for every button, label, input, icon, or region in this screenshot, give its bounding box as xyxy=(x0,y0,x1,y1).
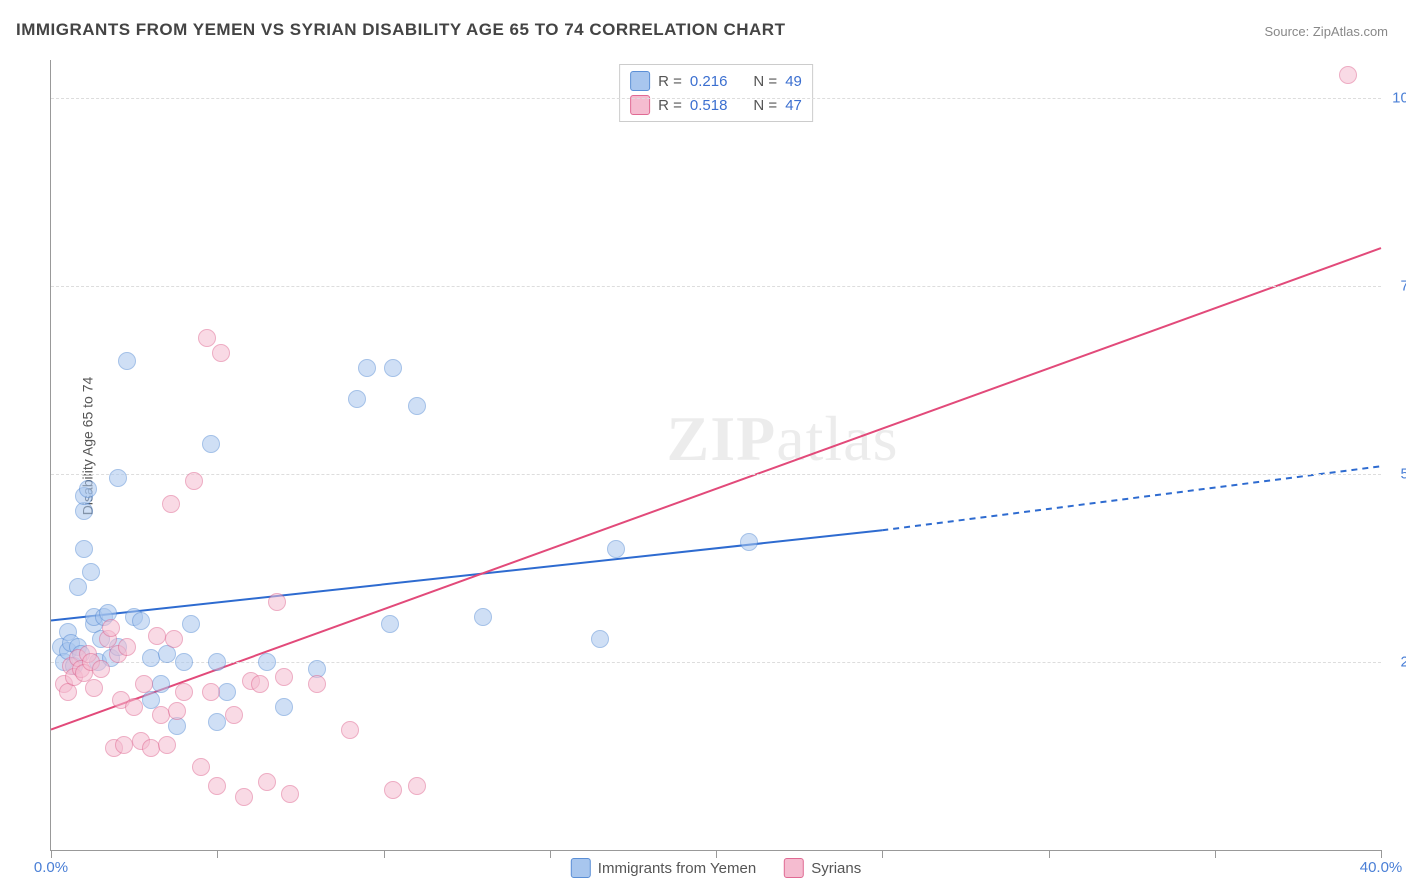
legend-series: Immigrants from Yemen Syrians xyxy=(571,858,861,878)
x-tick xyxy=(217,850,218,858)
data-point-syrians xyxy=(268,593,286,611)
data-point-syrians xyxy=(275,668,293,686)
data-point-yemen xyxy=(175,653,193,671)
x-tick-label: 0.0% xyxy=(34,859,68,876)
x-tick-label: 40.0% xyxy=(1360,859,1403,876)
data-point-syrians xyxy=(158,736,176,754)
data-point-yemen xyxy=(152,675,170,693)
data-point-yemen xyxy=(740,533,758,551)
data-point-syrians xyxy=(1339,66,1357,84)
y-tick-label: 25.0% xyxy=(1400,653,1406,670)
swatch-yemen xyxy=(571,858,591,878)
data-point-syrians xyxy=(258,773,276,791)
legend-stats-row: R = 0.216 N = 49 xyxy=(630,69,802,93)
x-tick xyxy=(1381,850,1382,858)
swatch-syrians xyxy=(784,858,804,878)
data-point-yemen xyxy=(474,608,492,626)
gridline-horizontal xyxy=(51,98,1381,99)
data-point-syrians xyxy=(198,329,216,347)
data-point-syrians xyxy=(175,683,193,701)
data-point-syrians xyxy=(102,619,120,637)
legend-item-yemen: Immigrants from Yemen xyxy=(571,858,756,878)
data-point-syrians xyxy=(225,706,243,724)
data-point-yemen xyxy=(607,540,625,558)
y-tick-label: 100.0% xyxy=(1392,89,1406,106)
watermark: ZIPatlas xyxy=(667,402,899,476)
swatch-yemen xyxy=(630,71,650,91)
data-point-syrians xyxy=(235,788,253,806)
x-tick xyxy=(550,850,551,858)
data-point-syrians xyxy=(384,781,402,799)
data-point-yemen xyxy=(384,359,402,377)
x-tick xyxy=(1215,850,1216,858)
x-tick xyxy=(384,850,385,858)
data-point-yemen xyxy=(381,615,399,633)
data-point-syrians xyxy=(208,777,226,795)
x-tick xyxy=(716,850,717,858)
data-point-yemen xyxy=(182,615,200,633)
data-point-yemen xyxy=(218,683,236,701)
data-point-yemen xyxy=(258,653,276,671)
gridline-horizontal xyxy=(51,286,1381,287)
data-point-yemen xyxy=(275,698,293,716)
legend-stats-row: R = 0.518 N = 47 xyxy=(630,93,802,117)
x-tick xyxy=(882,850,883,858)
data-point-syrians xyxy=(118,638,136,656)
data-point-yemen xyxy=(202,435,220,453)
data-point-yemen xyxy=(75,540,93,558)
data-point-yemen xyxy=(142,649,160,667)
data-point-yemen xyxy=(118,352,136,370)
data-point-yemen xyxy=(82,563,100,581)
data-point-syrians xyxy=(115,736,133,754)
trendline-yemen-dashed xyxy=(882,466,1381,530)
data-point-syrians xyxy=(185,472,203,490)
data-point-syrians xyxy=(251,675,269,693)
data-point-syrians xyxy=(148,627,166,645)
x-tick xyxy=(51,850,52,858)
legend-item-syrians: Syrians xyxy=(784,858,861,878)
chart-container: IMMIGRANTS FROM YEMEN VS SYRIAN DISABILI… xyxy=(0,0,1406,892)
trendline-syrians xyxy=(51,248,1381,730)
data-point-yemen xyxy=(109,469,127,487)
data-point-yemen xyxy=(408,397,426,415)
gridline-horizontal xyxy=(51,662,1381,663)
y-tick-label: 75.0% xyxy=(1400,277,1406,294)
source-label: Source: ZipAtlas.com xyxy=(1264,24,1388,39)
data-point-syrians xyxy=(85,679,103,697)
data-point-yemen xyxy=(69,578,87,596)
data-point-yemen xyxy=(591,630,609,648)
data-point-syrians xyxy=(135,675,153,693)
data-point-yemen xyxy=(208,713,226,731)
data-point-yemen xyxy=(348,390,366,408)
plot-area: ZIPatlas R = 0.216 N = 49 R = 0.518 N = … xyxy=(50,60,1381,851)
data-point-syrians xyxy=(281,785,299,803)
chart-title: IMMIGRANTS FROM YEMEN VS SYRIAN DISABILI… xyxy=(16,20,785,40)
legend-stats: R = 0.216 N = 49 R = 0.518 N = 47 xyxy=(619,64,813,122)
data-point-syrians xyxy=(92,660,110,678)
data-point-yemen xyxy=(358,359,376,377)
x-tick xyxy=(1049,850,1050,858)
data-point-yemen xyxy=(79,480,97,498)
data-point-syrians xyxy=(162,495,180,513)
data-point-syrians xyxy=(408,777,426,795)
gridline-horizontal xyxy=(51,474,1381,475)
data-point-syrians xyxy=(168,702,186,720)
data-point-syrians xyxy=(142,739,160,757)
data-point-yemen xyxy=(208,653,226,671)
data-point-syrians xyxy=(202,683,220,701)
data-point-syrians xyxy=(212,344,230,362)
data-point-syrians xyxy=(192,758,210,776)
trend-lines xyxy=(51,60,1381,850)
data-point-yemen xyxy=(132,612,150,630)
y-tick-label: 50.0% xyxy=(1400,465,1406,482)
data-point-syrians xyxy=(152,706,170,724)
data-point-syrians xyxy=(341,721,359,739)
data-point-syrians xyxy=(125,698,143,716)
data-point-syrians xyxy=(165,630,183,648)
data-point-syrians xyxy=(308,675,326,693)
